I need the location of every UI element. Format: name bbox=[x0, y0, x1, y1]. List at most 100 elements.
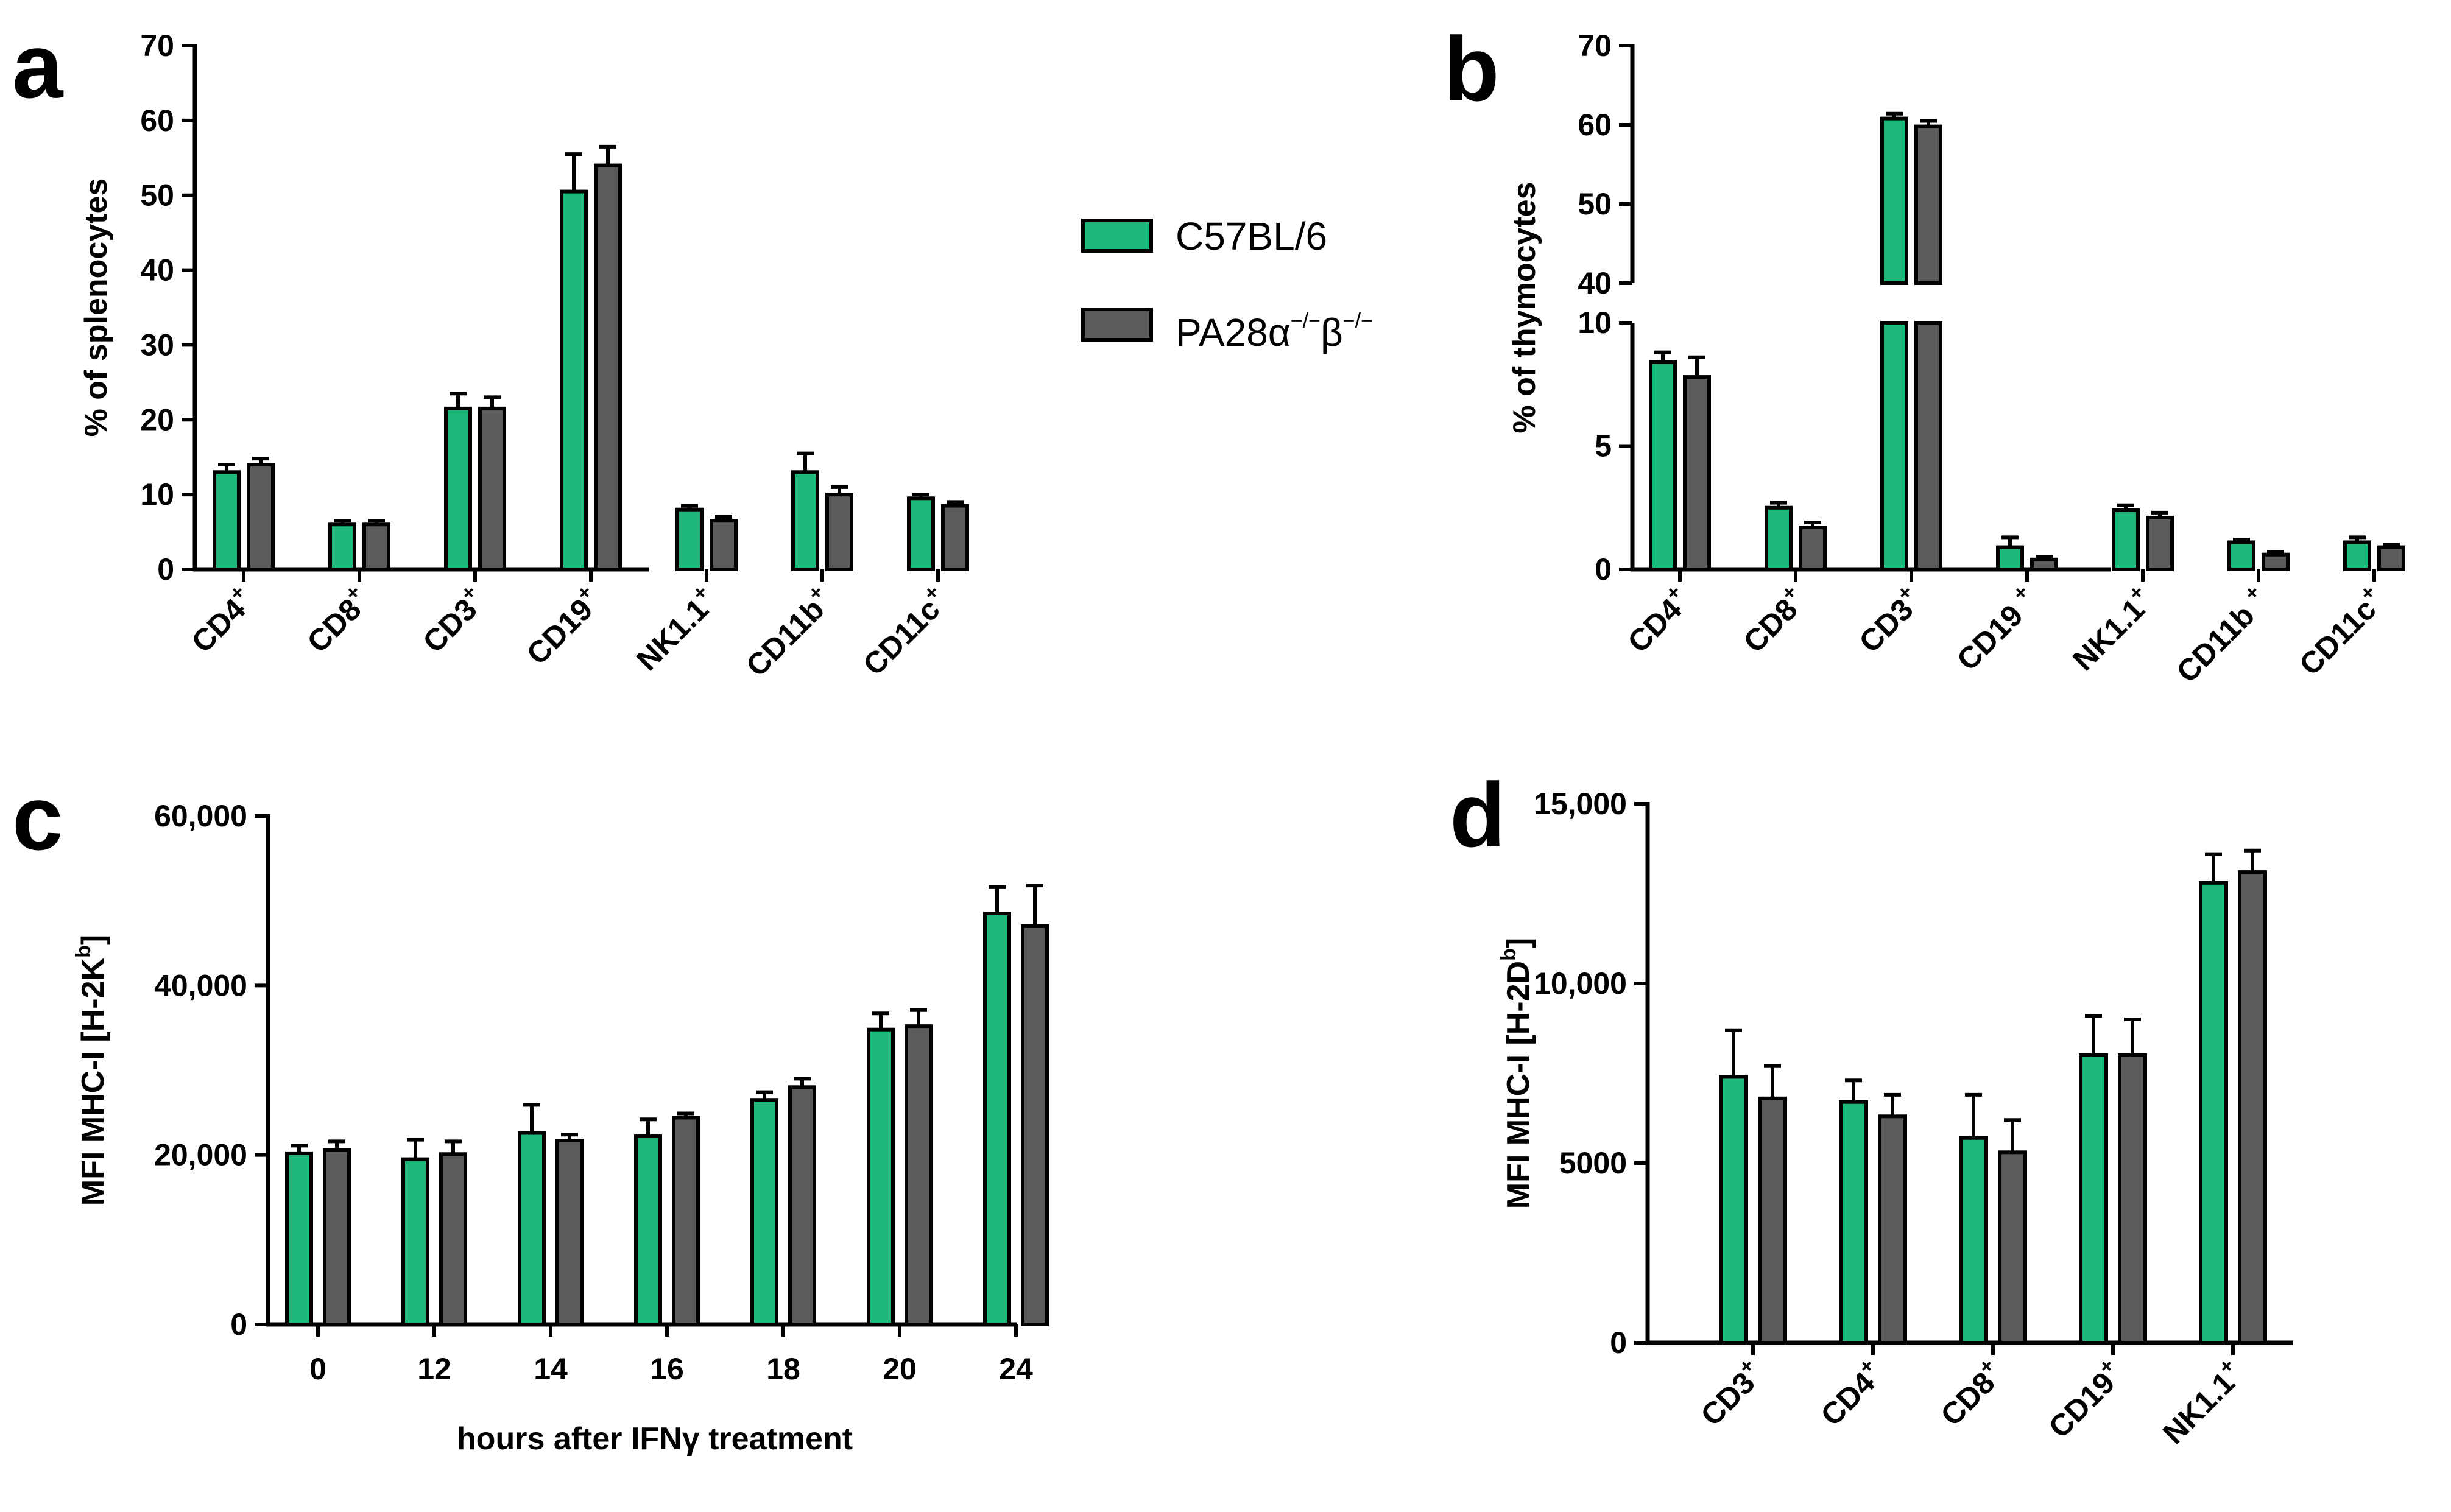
panel-b-category-label-1: CD8+ bbox=[1733, 580, 1812, 659]
panel-d-y-tick-label-1: 5000 bbox=[1559, 1146, 1627, 1180]
panel-c-y-tick-label-3: 60,000 bbox=[154, 799, 247, 833]
panel-c-chart: 0 20,000 40,000 60,000 0 12 14 16 18 20 24 MFI MHC-… bbox=[72, 799, 1049, 1457]
panel-c-y-axis-title-text: MFI MHC-I [H-2K bbox=[76, 957, 111, 1206]
panel-b-category-label-4: NK1.1+ bbox=[2063, 580, 2160, 677]
panel-b-y-tick-label-upper-0: 40 bbox=[1578, 266, 1612, 300]
panel-c-bar-s1-c5 bbox=[905, 1024, 933, 1326]
panel-label-c: c bbox=[12, 767, 63, 869]
panel-c-y-axis-title-sup: b bbox=[72, 945, 95, 958]
panel-a-bar-s0-c2 bbox=[444, 406, 472, 571]
panel-b-bar-lower-s1-c2 bbox=[1914, 321, 1942, 571]
panel-d-bar-s0-c1 bbox=[1839, 1100, 1868, 1345]
panel-c-category-label-base-0: 0 bbox=[309, 1352, 326, 1386]
panel-c-bar-s0-c4 bbox=[750, 1098, 778, 1327]
panel-label-d: d bbox=[1450, 764, 1506, 866]
panel-d-y-tick-label-2: 10,000 bbox=[1534, 966, 1627, 1000]
panel-a-y-tick-label-6: 60 bbox=[140, 104, 174, 138]
panel-b-y-tick-label-lower-1: 5 bbox=[1595, 429, 1612, 463]
panel-c-bar-s1-c6 bbox=[1021, 924, 1049, 1326]
panel-c-bar-s0-c3 bbox=[634, 1134, 662, 1327]
panel-b-category-label-5: CD11b + bbox=[2167, 580, 2275, 689]
panel-a-bar-s0-c4 bbox=[675, 507, 704, 572]
panel-a-category-label-3: CD19+ bbox=[517, 580, 608, 671]
panel-c-bar-s0-c6 bbox=[983, 912, 1011, 1326]
panel-d-bar-s0-c4 bbox=[2199, 881, 2228, 1345]
panel-d-chart: 0 5000 10,000 15,000 CD3+ CD4+ CD8+ CD19+ NK1.1+… bbox=[1497, 787, 2293, 1450]
panel-d-y-tick-label-3: 15,000 bbox=[1534, 787, 1627, 821]
panel-c-category-label-1: 12 bbox=[417, 1352, 451, 1386]
panel-c-category-label-0: 0 bbox=[309, 1352, 326, 1386]
panel-a-bar-s0-c1 bbox=[328, 522, 356, 571]
panel-a-y-tick-label-0: 0 bbox=[157, 552, 174, 586]
panel-a-category-label-6: CD11c+ bbox=[853, 580, 955, 682]
panel-d-bar-s1-c0 bbox=[1758, 1096, 1787, 1345]
panel-c-y-axis-title: MFI MHC-I [H-2Kb] bbox=[72, 935, 111, 1206]
panel-c-y-tick-label-0: 0 bbox=[230, 1307, 247, 1341]
panel-c-category-label-base-4: 18 bbox=[766, 1352, 800, 1386]
panel-b-category-label-base-6: CD11c bbox=[2293, 592, 2383, 682]
panel-b-bar-s0-c0 bbox=[1649, 360, 1677, 571]
panel-d-category-label-1: CD4+ bbox=[1811, 1354, 1889, 1432]
panel-a-bar-s1-c4 bbox=[710, 519, 738, 572]
legend-swatch-pa28 bbox=[1081, 308, 1153, 342]
panel-a-bar-s0-c6 bbox=[907, 496, 935, 571]
panel-a-bar-s1-c0 bbox=[247, 463, 275, 571]
panel-d-y-axis-title-sup: b bbox=[1497, 948, 1520, 961]
panel-b-category-label-base-4: NK1.1 bbox=[2066, 592, 2151, 677]
panel-a-category-label-4: NK1.1+ bbox=[627, 580, 724, 677]
panel-b-y-tick-label-upper-2: 60 bbox=[1578, 108, 1612, 142]
panel-a-bar-s1-c5 bbox=[825, 493, 853, 572]
panel-b-bar-s1-c1 bbox=[1799, 526, 1827, 572]
panel-c-bar-s1-c3 bbox=[672, 1116, 700, 1327]
panel-d-y-axis-title-text: MFI MHC-I [H-2D bbox=[1501, 961, 1536, 1209]
panel-c-bar-s1-c4 bbox=[788, 1085, 816, 1327]
panel-d-bar-s1-c2 bbox=[1998, 1150, 2027, 1345]
panel-b-bar-s1-c5 bbox=[2262, 552, 2290, 572]
panel-a-category-label-5: CD11b+ bbox=[736, 580, 839, 683]
panel-b-y-tick-label-upper-3: 70 bbox=[1578, 29, 1612, 63]
panel-d-bar-s1-c4 bbox=[2238, 870, 2267, 1345]
panel-b-category-label-2: CD3+ bbox=[1849, 580, 1928, 659]
panel-b-bar-s1-c3 bbox=[2030, 557, 2058, 571]
panel-b-bar-s0-c6 bbox=[2343, 540, 2371, 572]
panel-c-category-label-5: 20 bbox=[883, 1352, 917, 1386]
panel-d-category-label-0: CD3+ bbox=[1691, 1354, 1769, 1432]
panel-a-bar-s0-c0 bbox=[213, 470, 241, 571]
panel-c-bar-s0-c2 bbox=[518, 1131, 546, 1326]
panel-c-bar-s1-c0 bbox=[323, 1148, 351, 1326]
panel-c-y-axis-title-end: ] bbox=[76, 935, 111, 945]
panel-a-bar-s1-c1 bbox=[362, 522, 390, 571]
legend: C57BL/6 PA28α−/−β−/− bbox=[1081, 214, 1373, 354]
panel-b-bar-s0-c2 bbox=[1880, 116, 1908, 285]
panel-a-bar-s0-c3 bbox=[560, 189, 588, 572]
panel-a-category-label-base-4: NK1.1 bbox=[630, 592, 715, 677]
panel-d-bar-s0-c2 bbox=[1959, 1136, 1988, 1345]
panel-c-category-label-base-2: 14 bbox=[534, 1352, 568, 1386]
panel-c-bar-s1-c1 bbox=[439, 1152, 467, 1327]
panel-d-y-axis-title-end: ] bbox=[1501, 938, 1536, 948]
panel-a-category-label-base-5: CD11b bbox=[739, 592, 831, 683]
panel-d-bar-s1-c3 bbox=[2118, 1053, 2147, 1345]
panel-b-bar-lower-s0-c2 bbox=[1880, 321, 1908, 571]
panel-d-bar-s0-c3 bbox=[2079, 1053, 2108, 1345]
panel-b-bar-s0-c4 bbox=[2112, 508, 2140, 571]
panel-c-bar-s0-c0 bbox=[285, 1151, 313, 1326]
panel-c-category-label-base-3: 16 bbox=[650, 1352, 684, 1386]
panel-a-y-axis-title: % of splenocytes bbox=[79, 178, 114, 437]
panel-b-category-label-6: CD11c+ bbox=[2290, 580, 2391, 682]
panel-a-y-axis-title-text: % of splenocytes bbox=[79, 178, 114, 437]
panel-b-y-tick-label-lower-0: 0 bbox=[1595, 552, 1612, 586]
panel-c-category-label-base-1: 12 bbox=[417, 1352, 451, 1386]
panel-d-category-label-2: CD8+ bbox=[1931, 1354, 2009, 1432]
panel-c-category-label-2: 14 bbox=[534, 1352, 568, 1386]
panel-b-y-tick-label-upper-1: 50 bbox=[1578, 187, 1612, 221]
panel-a-y-tick-label-1: 10 bbox=[140, 477, 174, 512]
panel-a-category-label-1: CD8+ bbox=[297, 580, 376, 659]
panel-b-bar-s0-c5 bbox=[2227, 540, 2255, 572]
panel-b-category-label-base-3: CD19 bbox=[1950, 592, 2036, 677]
panel-a-y-tick-label-5: 50 bbox=[140, 178, 174, 213]
panel-c-y-tick-label-2: 40,000 bbox=[154, 968, 247, 1002]
panel-d-y-tick-label-0: 0 bbox=[1610, 1326, 1627, 1360]
